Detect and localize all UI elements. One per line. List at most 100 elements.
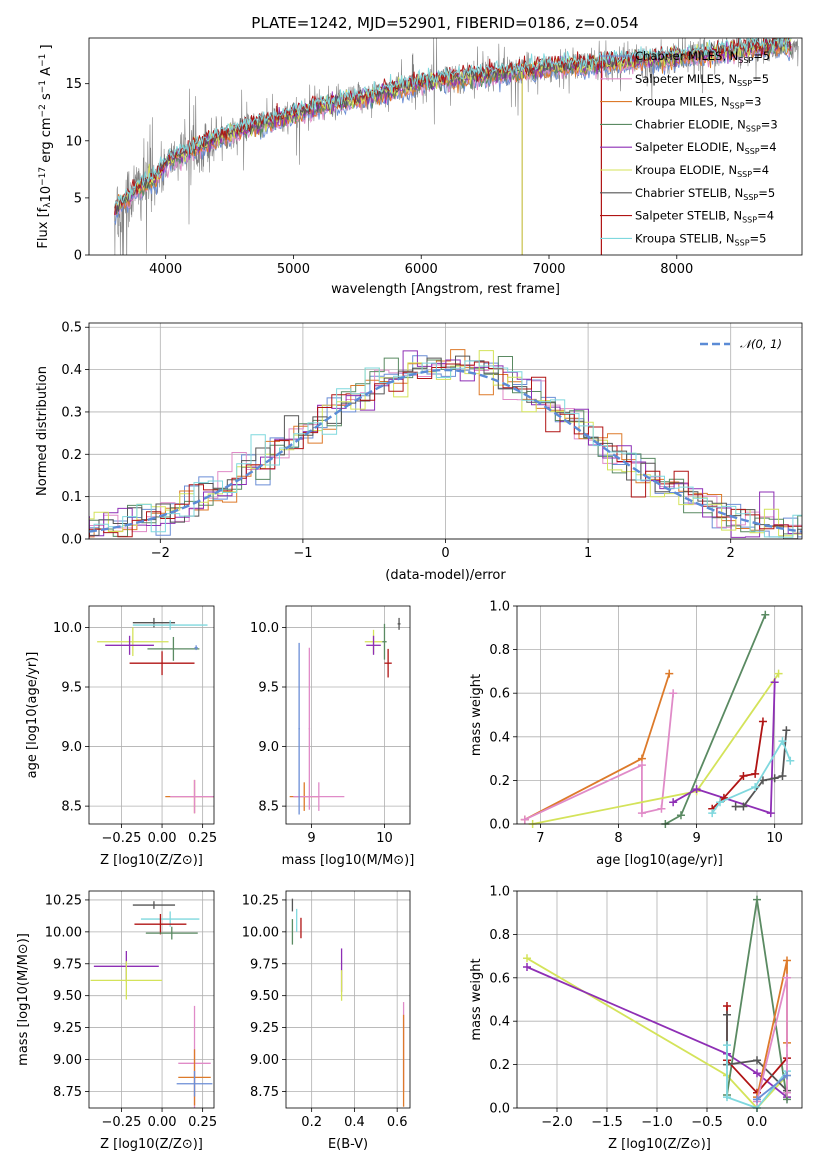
histogram-step	[89, 350, 802, 538]
weight-marker	[778, 737, 787, 746]
weight-marker	[520, 815, 529, 824]
label-part: erg cm	[39, 117, 54, 162]
weight-marker	[657, 804, 666, 813]
age-vs-mass-panel: 9 10 8.5 9.0 9.5 10.0 mass [log10(M/M⊙)]	[250, 605, 415, 868]
weight-marker	[782, 726, 791, 735]
spectrum-panel: 4000 5000 6000 7000 8000 0 5 10 15 wavelength [An…	[36, 37, 803, 297]
figure-title: PLATE=1242, MJD=52901, FIBERID=0186, z=0…	[251, 14, 638, 32]
y-tick-label: 8.5	[61, 800, 82, 815]
weight-marker	[665, 669, 674, 678]
label-part: s	[39, 93, 54, 100]
weight-marker	[758, 717, 767, 726]
legend-nssp: =4	[752, 163, 769, 177]
x-tick-label: 7000	[532, 262, 565, 277]
label-part: Flux [f	[36, 207, 51, 248]
y-tick-label: 1.0	[489, 600, 510, 615]
x-tick-label: −2.0	[541, 1115, 573, 1130]
histogram-step	[89, 356, 802, 537]
y-tick-label: 9.00	[250, 1053, 279, 1068]
x-tick-label: 0.6	[387, 1115, 408, 1130]
errorbar-plot	[90, 901, 213, 1108]
weight-marker	[676, 811, 685, 820]
weight-line	[726, 1014, 788, 1092]
x-tick-label: −1.0	[641, 1115, 673, 1130]
weight-marker	[758, 776, 767, 785]
age-vs-metallicity-panel: −0.25 0.00 0.25 8.5 9.0 9.5 10.0 Z [log10(Z/Z⊙)…	[25, 605, 217, 868]
y-tick-label: 9.50	[250, 989, 279, 1004]
y-tick-label: 0.6	[489, 687, 510, 702]
spectrum-plot	[114, 38, 799, 255]
y-tick-label: 9.75	[250, 957, 279, 972]
weight-vs-age-panel: 7 8 9 10 0.0 0.2 0.4 0.6 0.8 1.0 age [log10(age/yr…	[469, 600, 803, 868]
y-axis-label: age [log10(age/yr)]	[25, 652, 40, 779]
y-tick-label: 0.6	[489, 971, 510, 986]
x-axis-label: E(B-V)	[328, 1137, 368, 1152]
weight-marker	[786, 756, 795, 765]
legend-label: Chabrier MILES, NSSP=5	[635, 49, 770, 65]
y-axis-label: mass weight	[469, 674, 484, 756]
weight-marker	[523, 954, 531, 963]
legend-subscript: SSP	[745, 147, 760, 156]
y-tick-label: 8.75	[250, 1085, 279, 1100]
weight-marker	[783, 956, 791, 965]
histogram-plot	[89, 349, 802, 539]
weight-line	[524, 673, 671, 821]
y-tick-label: 0.3	[61, 405, 82, 420]
legend-label: Kroupa STELIB, NSSP=5	[635, 231, 766, 247]
axes-frame	[88, 37, 803, 256]
legend-label: Salpeter MILES, NSSP=5	[635, 72, 769, 88]
weight-line	[526, 957, 788, 1110]
label-part: Z [log10(Z/Z⊙)]	[100, 1137, 203, 1152]
legend-series-name: Chabrier STELIB, N	[635, 186, 743, 200]
y-axis-label: Normed distribution	[35, 366, 50, 496]
weight-marker	[770, 774, 779, 783]
x-tick-label: 9	[307, 831, 315, 846]
y-tick-label: 10.00	[45, 925, 82, 940]
y-tick-label: 10.00	[242, 925, 279, 940]
axes-frame	[516, 605, 803, 825]
x-tick-label: −0.5	[691, 1115, 723, 1130]
x-tick-label: 0	[441, 546, 449, 561]
x-tick-label: 4000	[149, 262, 182, 277]
y-tick-label: 9.25	[53, 1021, 82, 1036]
weight-marker	[523, 962, 531, 971]
y-tick-label: 0	[74, 249, 82, 264]
y-tick-label: 0.8	[489, 643, 510, 658]
weight-marker	[723, 1093, 731, 1102]
legend-subscript: SSP	[738, 56, 753, 65]
weight-line	[526, 966, 788, 1098]
legend-series-name: Salpeter MILES, N	[635, 72, 737, 86]
histogram-step	[89, 355, 802, 538]
weight-marker	[783, 973, 791, 982]
y-tick-label: 9.0	[258, 740, 279, 755]
x-tick-label: 8	[614, 831, 622, 846]
mass-vs-extinction-panel: 0.2 0.4 0.6 8.75 9.00 9.25 9.50 9.75 10.00 10.25 E…	[242, 890, 411, 1152]
mass-vs-metallicity-panel: −0.25 0.00 0.25 8.75 9.00 9.25 9.50 9.75 10.00 10…	[16, 890, 217, 1152]
legend-series-name: Kroupa STELIB, N	[635, 231, 735, 245]
x-tick-label: 2	[727, 546, 735, 561]
label-part: age [log10(age/yr)]	[25, 652, 40, 779]
x-tick-label: 0.25	[188, 831, 217, 846]
axes-frame	[516, 890, 803, 1109]
axes-frame	[88, 605, 215, 825]
label-part: mass [log10(M/M⊙)]	[16, 933, 31, 1066]
weight-marker	[751, 769, 760, 778]
x-tick-label: 10	[766, 831, 783, 846]
x-axis-label: mass [log10(M/M⊙)]	[282, 853, 415, 868]
weight-marker	[739, 772, 748, 781]
weight-marker	[708, 809, 717, 818]
label-part: age [log10(age/yr)]	[596, 853, 723, 868]
y-tick-label: 9.5	[61, 681, 82, 696]
histogram-step	[89, 355, 802, 539]
label-part: −1	[38, 80, 48, 93]
legend-series-name: Kroupa ELODIE, N	[635, 163, 737, 177]
x-tick-label: 6000	[405, 262, 438, 277]
y-tick-label: 10.25	[242, 893, 279, 908]
weight-marker	[751, 782, 760, 791]
y-tick-label: 0.5	[61, 321, 82, 336]
x-tick-label: −0.25	[102, 831, 142, 846]
weight-marker	[753, 895, 761, 904]
histogram-step	[89, 361, 802, 538]
y-tick-label: 8.5	[258, 800, 279, 815]
